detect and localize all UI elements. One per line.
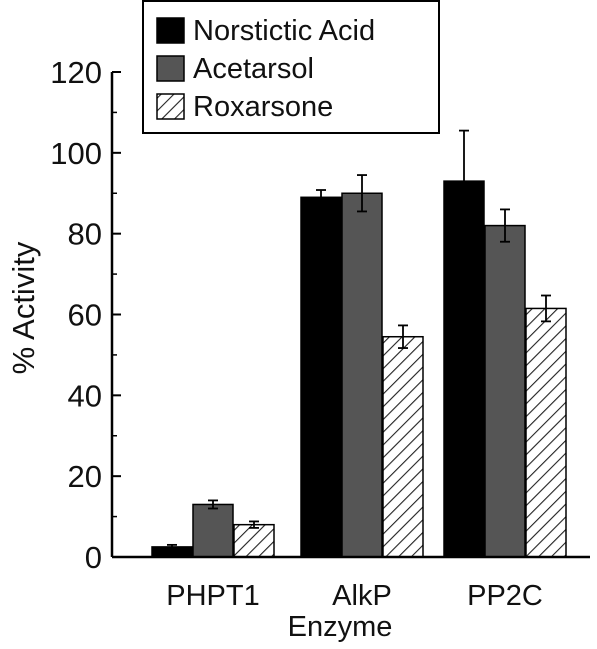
y-tick-label: 80	[68, 217, 102, 252]
bar-acetarsol-alkp	[341, 192, 383, 558]
legend-swatch-acetarsol	[156, 55, 185, 82]
y-tick-label: 0	[85, 540, 102, 575]
bar-roxarsone-phpt1	[233, 523, 275, 558]
y-tick-label: 120	[50, 55, 102, 90]
y-axis-title: % Activity	[6, 241, 41, 374]
legend-label-norstictic-acid: Norstictic Acid	[193, 15, 375, 47]
bar-norstictic-acid-alkp	[300, 196, 342, 558]
x-tick-label-pp2c: PP2C	[467, 580, 543, 612]
bar-roxarsone-pp2c	[525, 307, 567, 558]
y-tick-label: 60	[68, 298, 102, 333]
bar-acetarsol-phpt1	[192, 503, 234, 558]
x-tick-label-phpt1: PHPT1	[166, 580, 259, 612]
y-tick-label: 40	[68, 378, 102, 413]
y-tick-label: 20	[68, 459, 102, 494]
x-tick-label-alkp: AlkP	[332, 580, 392, 612]
bar-acetarsol-pp2c	[484, 224, 526, 558]
legend: Norstictic Acid Acetarsol Roxarsone	[142, 0, 440, 134]
y-tick-label: 100	[50, 136, 102, 171]
bar-roxarsone-alkp	[382, 335, 424, 558]
legend-label-acetarsol: Acetarsol	[193, 53, 314, 85]
legend-swatch-norstictic-acid	[156, 17, 185, 44]
x-axis-title: Enzyme	[288, 611, 393, 643]
legend-label-roxarsone: Roxarsone	[193, 91, 333, 123]
legend-swatch-roxarsone	[156, 93, 185, 120]
legend-box	[142, 0, 440, 134]
bar-norstictic-acid-pp2c	[443, 180, 485, 558]
